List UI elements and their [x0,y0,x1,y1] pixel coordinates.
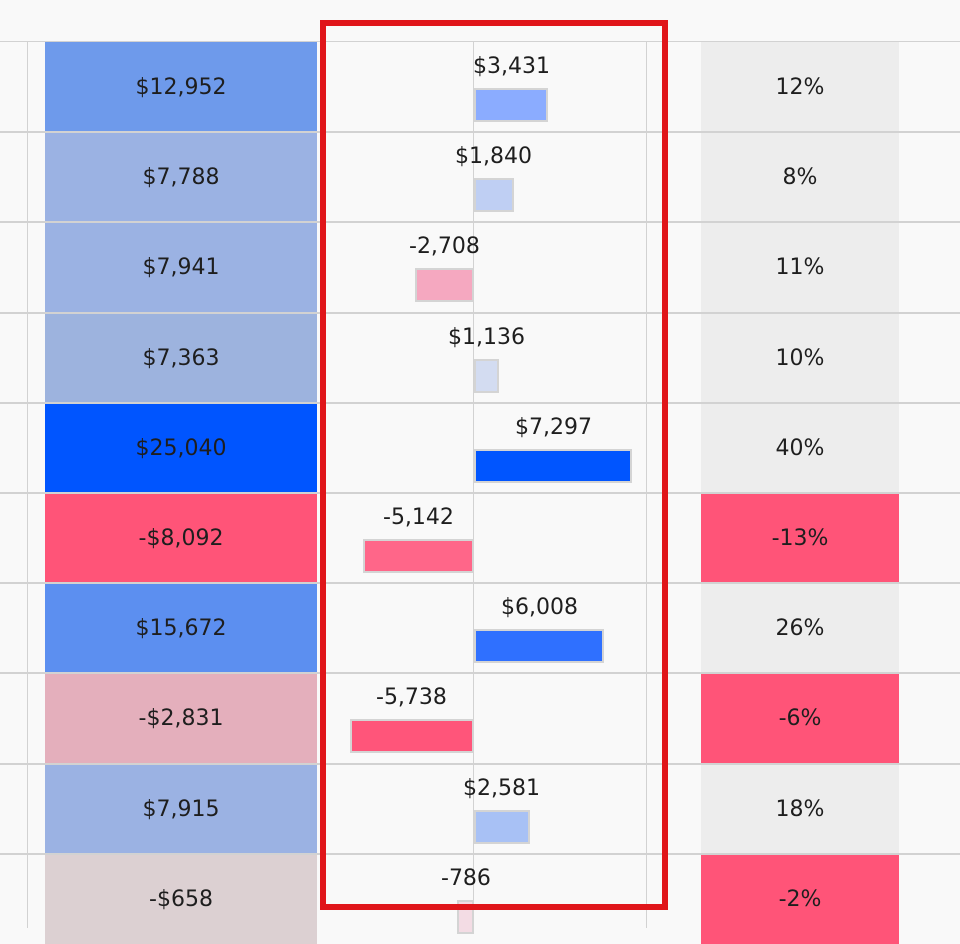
grid-vline [473,42,474,928]
percent-cell: 26% [701,583,899,673]
percent-cell: 40% [701,403,899,493]
percent-cell: -2% [701,854,899,944]
grid-hline [0,131,960,133]
bar [474,88,549,122]
grid-hline [0,41,960,42]
bar-label: $6,008 [501,595,578,620]
bar-label: $3,431 [473,54,550,79]
percent-cell: -13% [701,493,899,583]
grid-hline [0,853,960,855]
percent-cell: 10% [701,313,899,403]
bar [474,449,632,483]
value-cell: -$658 [45,854,317,944]
percent-cell: 18% [701,764,899,854]
percent-cell: 12% [701,42,899,132]
grid-hline [0,402,960,404]
bar-label: -2,708 [409,234,480,259]
grid-hline [0,763,960,765]
bar-label: -786 [441,866,491,891]
bar-label: $1,136 [448,325,525,350]
percent-cell: 11% [701,222,899,313]
grid-vline [27,42,28,928]
bar-label: $7,297 [515,415,592,440]
value-cell: -$8,092 [45,493,317,583]
grid-hline [0,492,960,494]
percent-cell: -6% [701,673,899,764]
bar [349,719,474,753]
bar-label: $2,581 [463,776,540,801]
bar [474,629,605,663]
bar-label: $1,840 [455,144,532,169]
value-cell: $15,672 [45,583,317,673]
value-cell: $7,363 [45,313,317,403]
value-cell: $7,788 [45,132,317,222]
value-cell: $25,040 [45,403,317,493]
grid-hline [0,672,960,674]
bar [474,178,514,212]
value-cell: -$2,831 [45,673,317,764]
bar [474,810,530,844]
value-cell: $7,915 [45,764,317,854]
value-cell: $7,941 [45,222,317,313]
bar [456,900,474,934]
grid-vline [646,42,647,928]
grid-hline [0,221,960,223]
grid-hline [0,582,960,584]
bar [474,359,499,393]
bar-label: -5,738 [376,685,447,710]
bar [362,539,474,573]
value-cell: $12,952 [45,42,317,132]
grid-hline [0,312,960,314]
percent-cell: 8% [701,132,899,222]
bar-label: -5,142 [383,505,454,530]
bar [415,268,474,302]
